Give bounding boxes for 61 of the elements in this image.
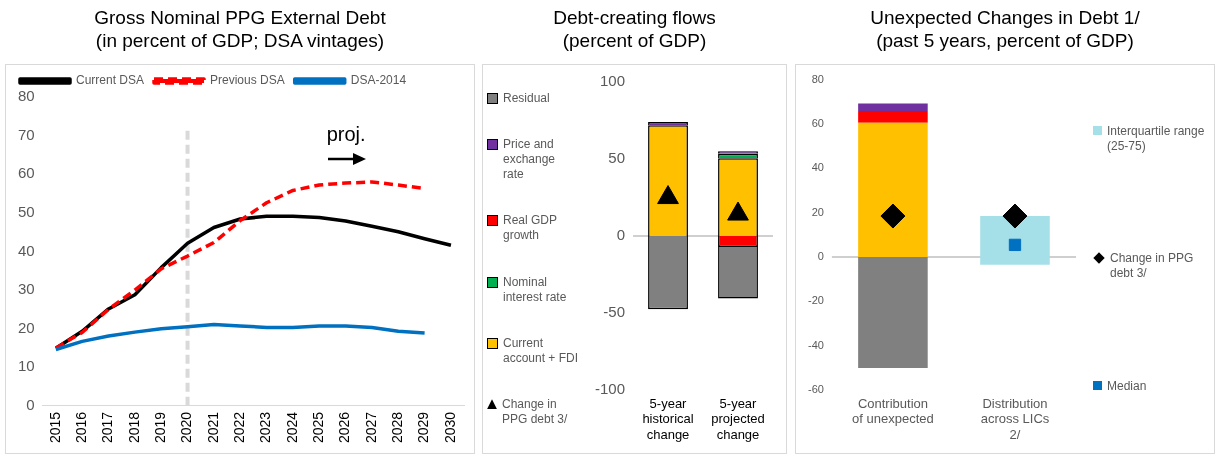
x-tick-label: 2015 <box>46 411 63 444</box>
x-tick-label: 2024 <box>283 411 300 444</box>
y-tick-label: 0 <box>817 250 824 263</box>
y-tick-label: -50 <box>603 303 626 321</box>
y-tick-label: -40 <box>807 338 824 351</box>
legend-label: Change in PPG debt 3/ <box>1110 251 1195 282</box>
annotation: proj. <box>326 122 366 145</box>
y-tick-label: -60 <box>807 383 824 396</box>
y-tick-label: 80 <box>811 72 824 85</box>
legend-label: Interquartile range (25-75) <box>1107 123 1206 154</box>
y-tick-label: 100 <box>599 72 626 90</box>
x-tick-label: 2022 <box>231 411 248 444</box>
y-tick-label: 80 <box>18 87 35 105</box>
x-tick-label: Distribution across LICs 2/ <box>980 395 1050 442</box>
y-tick-label: -20 <box>807 294 824 307</box>
x-tick-label: Contribution of unexpected <box>852 395 934 427</box>
y-tick-label: 40 <box>811 161 824 174</box>
legend-label: Nominal interest rate <box>503 274 568 305</box>
legend-label: Residual <box>503 90 550 106</box>
y-tick-label: 40 <box>18 241 35 259</box>
legend-label: Current DSA <box>76 73 145 88</box>
x-tick-label: 2020 <box>178 411 195 444</box>
x-tick-label: 2023 <box>257 411 274 444</box>
x-tick-label: 2017 <box>99 411 116 444</box>
chart-subtitle: (in percent of GDP; DSA vintages) <box>95 30 385 51</box>
x-tick-label: 2026 <box>336 411 353 444</box>
y-tick-label: 10 <box>18 357 35 375</box>
x-tick-label: 2027 <box>362 411 379 444</box>
x-tick-label: 2018 <box>125 411 142 444</box>
chart-title: Debt-creating flows <box>553 7 716 28</box>
y-tick-label: -100 <box>594 380 626 398</box>
y-tick-label: 60 <box>18 164 35 182</box>
x-tick-label: 2021 <box>204 411 221 444</box>
chart-title: Gross Nominal PPG External Debt <box>94 7 386 28</box>
x-tick-label: 5-year historical change <box>642 395 694 442</box>
y-tick-label: 50 <box>608 149 626 167</box>
chart-subtitle: (past 5 years, percent of GDP) <box>876 30 1134 51</box>
y-tick-label: 20 <box>811 205 824 218</box>
chart-title: Unexpected Changes in Debt 1/ <box>870 7 1140 28</box>
legend-label: Current account + FDI <box>503 335 579 366</box>
legend-label: Previous DSA <box>210 73 285 88</box>
legend-label: Median <box>1107 379 1147 395</box>
y-tick-label: 70 <box>18 125 35 143</box>
y-tick-label: 0 <box>26 396 35 413</box>
y-tick-label: 60 <box>811 117 824 129</box>
x-tick-label: 2025 <box>310 411 327 444</box>
legend-label: DSA-2014 <box>350 73 407 88</box>
y-tick-label: 30 <box>18 280 35 298</box>
y-tick-label: 20 <box>18 318 35 336</box>
x-tick-label: 2030 <box>441 411 458 444</box>
legend-label: Change in PPG debt 3/ <box>502 397 569 428</box>
chart-subtitle: (percent of GDP) <box>562 30 707 51</box>
y-tick-label: 50 <box>18 202 35 220</box>
x-tick-label: 2016 <box>73 411 90 444</box>
x-tick-label: 2019 <box>152 411 169 444</box>
x-tick-label: 2029 <box>415 411 432 444</box>
legend-label: Price and exchange rate <box>503 136 557 182</box>
x-tick-label: 5-year projected change <box>711 395 765 442</box>
y-tick-label: 0 <box>616 226 626 244</box>
x-tick-label: 2028 <box>389 411 406 444</box>
legend-label: Real GDP growth <box>503 213 558 244</box>
